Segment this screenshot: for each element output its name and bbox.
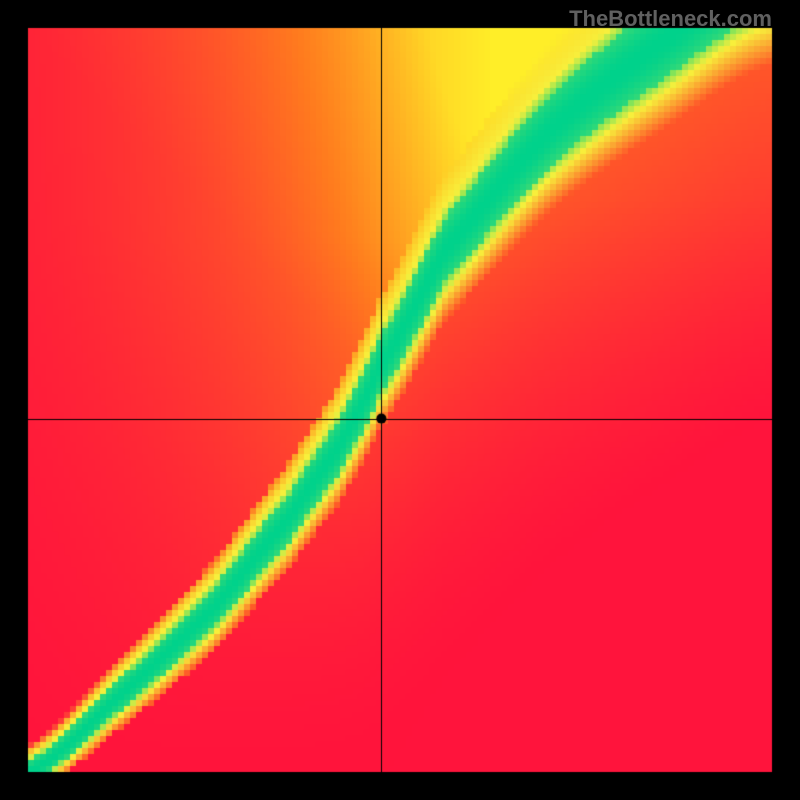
- bottleneck-heatmap: [0, 0, 800, 800]
